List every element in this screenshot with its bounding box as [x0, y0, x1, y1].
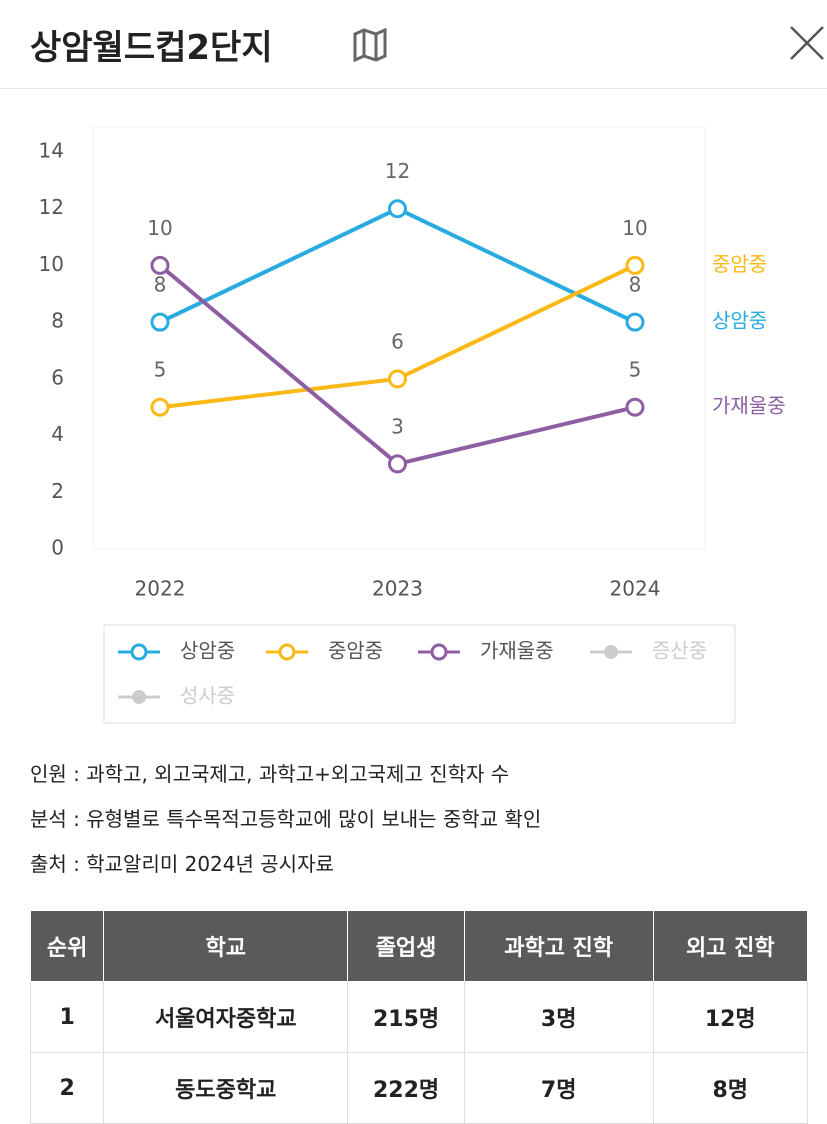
title: 상암월드컵2단지: [30, 28, 273, 68]
table-cell: 서울여자중학교: [103, 981, 349, 1053]
map-icon[interactable]: [352, 28, 388, 62]
table-cell: 215명: [347, 981, 465, 1053]
y-tick-label: 4: [51, 422, 64, 446]
table-cell: 2: [29, 1052, 105, 1124]
series-line: [159, 206, 636, 324]
y-tick-label: 2: [51, 479, 64, 503]
series-end-label: 중암중: [712, 252, 767, 276]
data-point: [625, 397, 645, 417]
chart: 0 2 4 6 8 10 12 14 2022 2023 2024 8 12 8 상암중 5 6 10 중암중 10 3…: [39, 126, 786, 724]
data-point: [388, 199, 407, 219]
table-row: 1 서울여자중학교 215명 3명 12명: [29, 981, 808, 1053]
plot-area: [92, 126, 706, 550]
legend-box: [103, 624, 736, 724]
data-point: [150, 255, 170, 275]
y-tick-label: 10: [39, 252, 64, 276]
data-label: 6: [391, 329, 404, 353]
data-label: 8: [629, 273, 642, 297]
note: 분석 : 유형별로 특수목적고등학교에 많이 보내는 중학교 확인: [30, 807, 542, 831]
legend-marker: [278, 643, 296, 661]
series-end-label: 가재울중: [712, 394, 786, 418]
header-cell: 졸업생: [347, 910, 465, 982]
table-row: 2 동도중학교 222명 7명 8명: [29, 1052, 808, 1124]
y-tick-label: 0: [51, 536, 64, 560]
data-point: [150, 397, 170, 417]
y-tick-label: 12: [39, 195, 64, 219]
table-cell: 222명: [347, 1052, 465, 1124]
legend-marker: [604, 645, 618, 659]
legend-marker: [132, 690, 146, 704]
legend-marker: [430, 643, 448, 661]
legend-label: 증산중: [652, 639, 707, 663]
data-label: 10: [622, 216, 647, 240]
header-cell: 학교: [103, 910, 349, 982]
data-label: 5: [629, 358, 642, 382]
y-tick-label: 8: [51, 309, 64, 333]
data-point: [150, 312, 170, 332]
note: 출처 : 학교알리미 2024년 공시자료: [30, 852, 334, 876]
x-tick-label: 2023: [372, 577, 423, 601]
x-tick-label: 2024: [610, 577, 661, 601]
data-point: [388, 369, 407, 389]
data-label: 10: [147, 216, 172, 240]
data-point: [625, 312, 645, 332]
table-cell: 1: [29, 981, 105, 1053]
data-point: [625, 255, 645, 275]
table-cell: 7명: [463, 1052, 654, 1124]
legend-marker: [130, 643, 148, 661]
note: 인원 : 과학고, 외고국제고, 과학고+외고국제고 진학자 수: [30, 762, 510, 786]
legend-label: 중암중: [328, 639, 383, 663]
data-label: 8: [154, 273, 167, 297]
table-cell: 8명: [652, 1052, 808, 1124]
header-cell: 외고 진학: [652, 910, 808, 982]
header-cell: 순위: [29, 910, 105, 982]
table-cell: 12명: [652, 981, 808, 1053]
series-end-label: 상암중: [712, 309, 767, 333]
y-tick-label: 14: [39, 139, 64, 163]
data-point: [388, 454, 407, 474]
x-tick-label: 2022: [135, 577, 186, 601]
y-tick-label: 6: [51, 365, 64, 389]
close-button[interactable]: [788, 24, 826, 62]
data-label: 5: [154, 358, 167, 382]
header-row: 순위 학교 졸업생 과학고 진학 외고 진학: [29, 910, 808, 982]
header: 상암월드컵2단지: [0, 0, 827, 89]
data-label: 3: [391, 414, 404, 438]
data-label: 12: [385, 159, 410, 183]
header-cell: 과학고 진학: [463, 910, 654, 982]
table: 순위 학교 졸업생 과학고 진학 외고 진학 1 서울여자중학교 215명 3명 12명 2 동도중학…: [29, 910, 808, 1124]
table-cell: 동도중학교: [103, 1052, 349, 1124]
legend-label: 성사중: [180, 684, 235, 708]
legend-label: 상암중: [180, 639, 235, 663]
legend-label: 가재울중: [480, 639, 554, 663]
table-cell: 3명: [463, 981, 654, 1053]
